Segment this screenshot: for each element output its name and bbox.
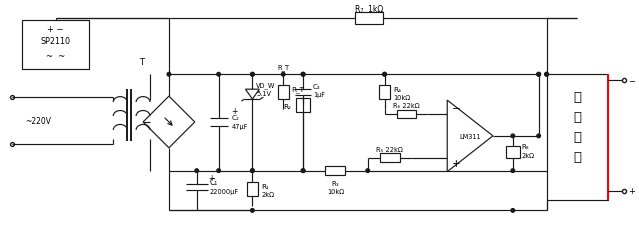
Text: R₈: R₈ (522, 143, 529, 149)
Text: 5.1V: 5.1V (256, 91, 272, 97)
Text: R₄: R₄ (394, 86, 401, 92)
Text: +: + (628, 186, 635, 195)
Bar (247, 182, 258, 196)
Circle shape (250, 169, 254, 173)
Bar (607, 75, 609, 201)
Text: R₃: R₃ (332, 180, 339, 186)
Text: R_T: R_T (277, 64, 289, 70)
Circle shape (302, 73, 305, 77)
Bar (325, 166, 345, 175)
Circle shape (302, 73, 305, 77)
Bar (278, 85, 289, 99)
Bar (506, 146, 520, 158)
Text: 10kΩ: 10kΩ (394, 94, 411, 100)
Text: 电: 电 (573, 131, 581, 144)
Circle shape (302, 169, 305, 173)
Text: C₂: C₂ (231, 115, 240, 121)
Text: 路: 路 (573, 150, 581, 163)
Circle shape (511, 169, 514, 173)
Text: R₂: R₂ (283, 104, 291, 109)
Circle shape (250, 73, 254, 77)
Circle shape (511, 134, 514, 138)
Text: 22000μF: 22000μF (210, 188, 239, 194)
Circle shape (281, 73, 285, 77)
Text: R₆ 22kΩ: R₆ 22kΩ (393, 103, 420, 109)
Bar (22, 20, 89, 70)
Circle shape (537, 134, 541, 138)
Text: C₃: C₃ (313, 84, 321, 90)
Text: 10kΩ: 10kΩ (327, 188, 344, 194)
Circle shape (217, 169, 220, 173)
Text: 2kΩ: 2kΩ (522, 152, 535, 158)
Circle shape (217, 73, 220, 77)
Text: +: + (231, 106, 238, 115)
Circle shape (383, 73, 387, 77)
Text: −: − (628, 76, 635, 85)
Circle shape (250, 73, 254, 77)
Circle shape (195, 169, 199, 173)
Circle shape (383, 73, 387, 77)
Text: 压: 压 (573, 111, 581, 124)
Circle shape (250, 169, 254, 173)
Text: ~  ~: ~ ~ (46, 52, 65, 61)
Circle shape (545, 73, 548, 77)
Circle shape (545, 73, 548, 77)
Text: 1μF: 1μF (313, 92, 325, 98)
Bar (296, 99, 310, 112)
Text: LM311: LM311 (459, 133, 481, 139)
Text: −: − (452, 104, 461, 114)
Text: C₁: C₁ (210, 177, 218, 186)
Text: + −: + − (47, 25, 64, 34)
Text: R₅ 22kΩ: R₅ 22kΩ (376, 146, 403, 152)
Text: +: + (452, 158, 461, 168)
Text: 稳: 稳 (573, 91, 581, 104)
Text: VD_W: VD_W (256, 82, 276, 88)
Circle shape (167, 73, 171, 77)
Bar (380, 154, 399, 163)
Bar (355, 13, 383, 25)
Bar (546, 75, 608, 201)
Bar (397, 110, 417, 119)
Circle shape (537, 73, 541, 77)
Text: ~220V: ~220V (25, 117, 50, 126)
Text: +: + (209, 173, 215, 182)
Text: 2kΩ: 2kΩ (261, 191, 274, 197)
Circle shape (537, 73, 541, 77)
Circle shape (250, 209, 254, 212)
Circle shape (511, 209, 514, 212)
Text: T: T (139, 57, 144, 67)
Bar (379, 85, 390, 99)
Text: R₇  1kΩ: R₇ 1kΩ (355, 5, 383, 14)
Circle shape (302, 169, 305, 173)
Text: 47μF: 47μF (231, 124, 248, 130)
Text: R_T: R_T (291, 86, 304, 93)
Text: SP2110: SP2110 (41, 37, 70, 46)
Circle shape (366, 169, 369, 173)
Text: R₁: R₁ (261, 183, 269, 189)
